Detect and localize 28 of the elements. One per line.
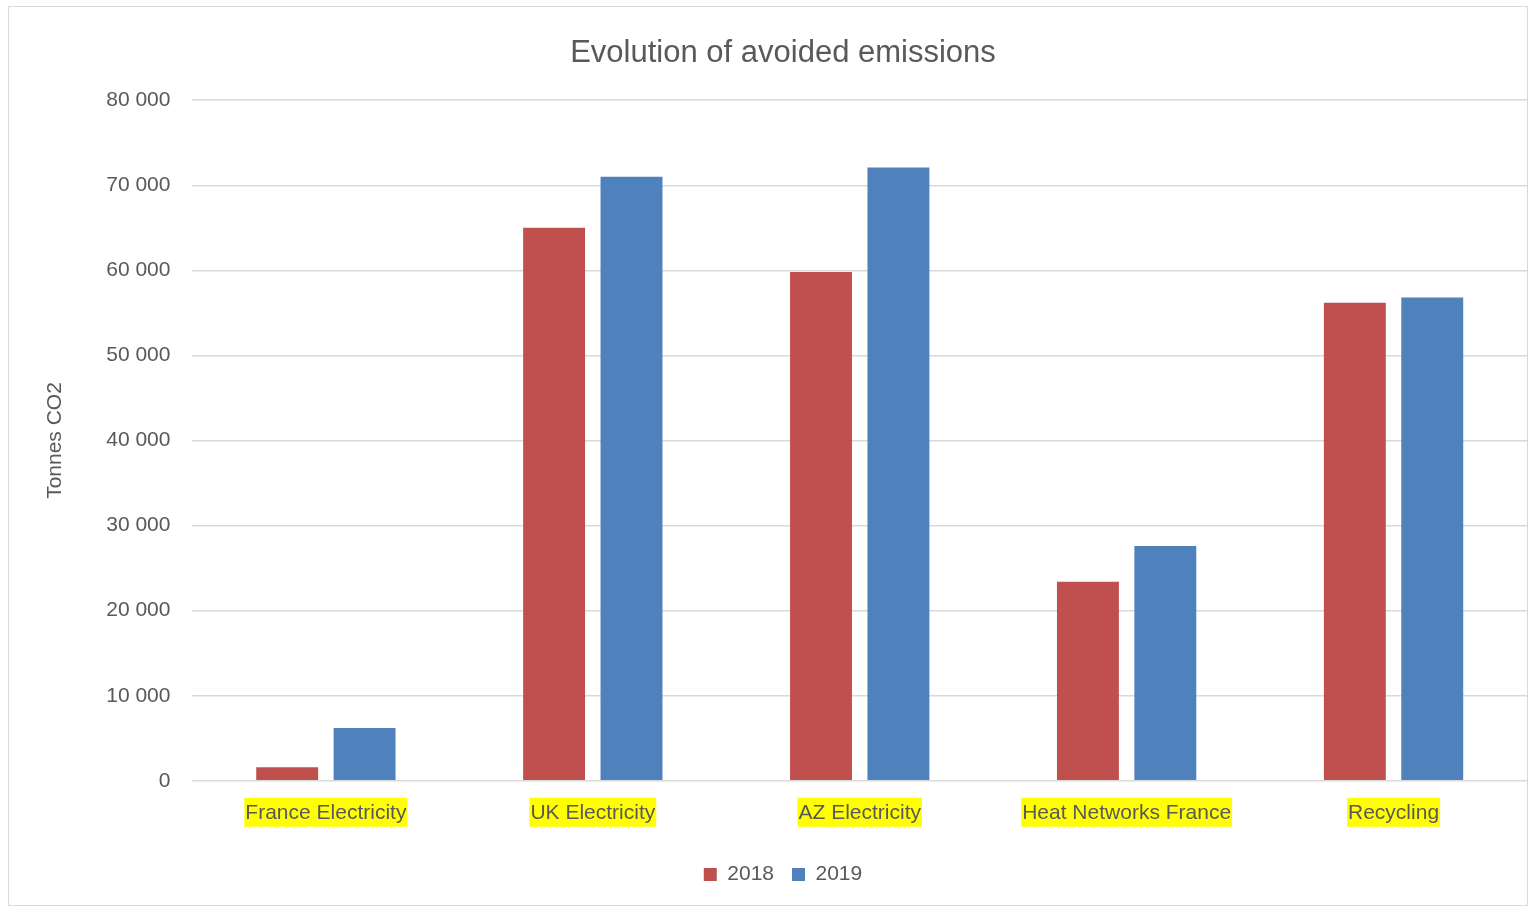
chart-title: Evolution of avoided emissions xyxy=(570,34,996,70)
x-tick-label: AZ Electricity xyxy=(798,800,922,824)
bar xyxy=(600,176,663,781)
bar xyxy=(256,767,319,781)
x-tick-label: UK Electricity xyxy=(530,800,656,824)
y-tick-label: 50 000 xyxy=(106,342,171,366)
bar xyxy=(867,167,930,781)
y-tick-label: 70 000 xyxy=(106,172,171,196)
bar xyxy=(1134,545,1197,781)
bar xyxy=(523,227,586,781)
bar xyxy=(790,272,852,781)
y-tick-label: 30 000 xyxy=(106,512,171,536)
y-tick-label: 0 xyxy=(158,767,171,791)
y-tick-label: 60 000 xyxy=(106,257,171,281)
x-tick-label: Heat Networks France xyxy=(1022,800,1232,824)
bar xyxy=(1323,302,1386,781)
bar xyxy=(1056,581,1119,781)
x-tick-label: France Electricity xyxy=(245,800,407,824)
y-tick-label: 40 000 xyxy=(106,427,171,451)
bar xyxy=(1401,297,1464,781)
legend-label: 2018 xyxy=(727,861,774,885)
bar xyxy=(333,728,396,781)
legend-label: 2019 xyxy=(815,861,863,885)
y-tick-label: 20 000 xyxy=(106,597,171,621)
y-tick-label: 80 000 xyxy=(106,87,171,110)
y-axis-title: Tonnes CO2 xyxy=(42,382,66,499)
x-tick-label: Recycling xyxy=(1348,800,1440,824)
y-tick-label: 10 000 xyxy=(106,682,171,706)
